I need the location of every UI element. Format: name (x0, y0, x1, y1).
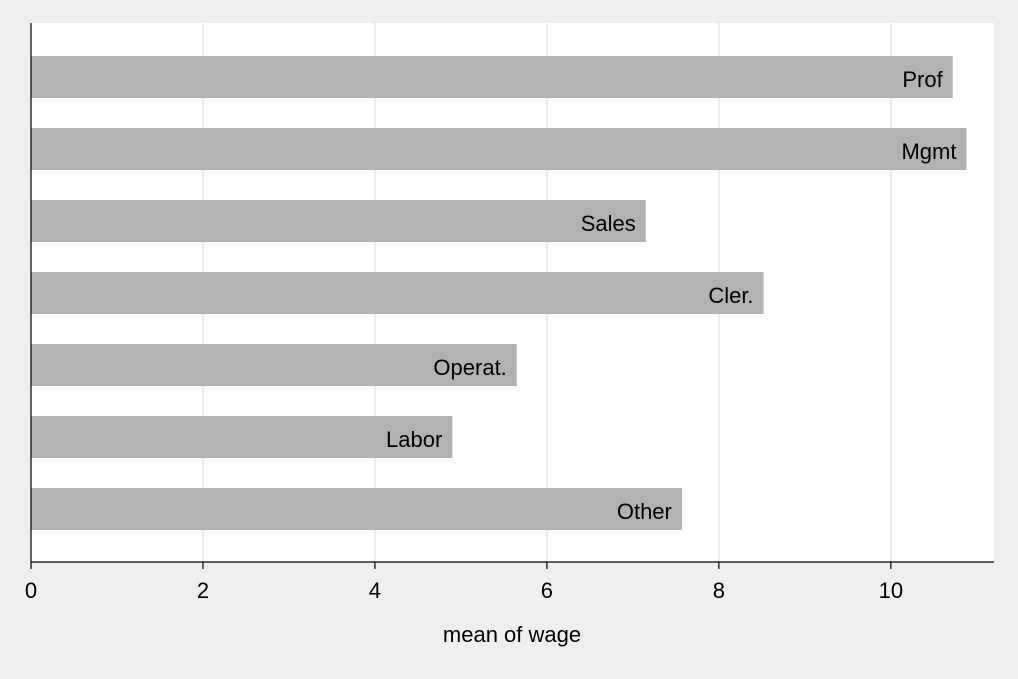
x-tick-label: 0 (25, 578, 37, 603)
bar-label: Mgmt (901, 139, 956, 164)
bar-labels-group: Prof Mgmt Sales Cler. Operat. Labor Other (386, 67, 956, 524)
bar-label: Other (617, 499, 672, 524)
bars-group (31, 56, 967, 530)
bar-other (31, 488, 682, 530)
bar-cler (31, 272, 764, 314)
bar-label: Cler. (708, 283, 753, 308)
bar-labor (31, 416, 453, 458)
x-tick-label: 10 (879, 578, 903, 603)
bar-sales (31, 200, 646, 242)
x-tick-label: 4 (369, 578, 381, 603)
bar-label: Prof (902, 67, 943, 92)
x-axis-title: mean of wage (443, 622, 581, 647)
x-tick-label: 8 (713, 578, 725, 603)
bar-label: Sales (581, 211, 636, 236)
bar-prof (31, 56, 953, 98)
x-ticks-group: 0 2 4 6 8 10 (25, 562, 903, 603)
bar-label: Labor (386, 427, 442, 452)
bar-operat (31, 344, 517, 386)
bar-label: Operat. (433, 355, 506, 380)
x-tick-label: 2 (197, 578, 209, 603)
bar-mgmt (31, 128, 967, 170)
x-tick-label: 6 (541, 578, 553, 603)
